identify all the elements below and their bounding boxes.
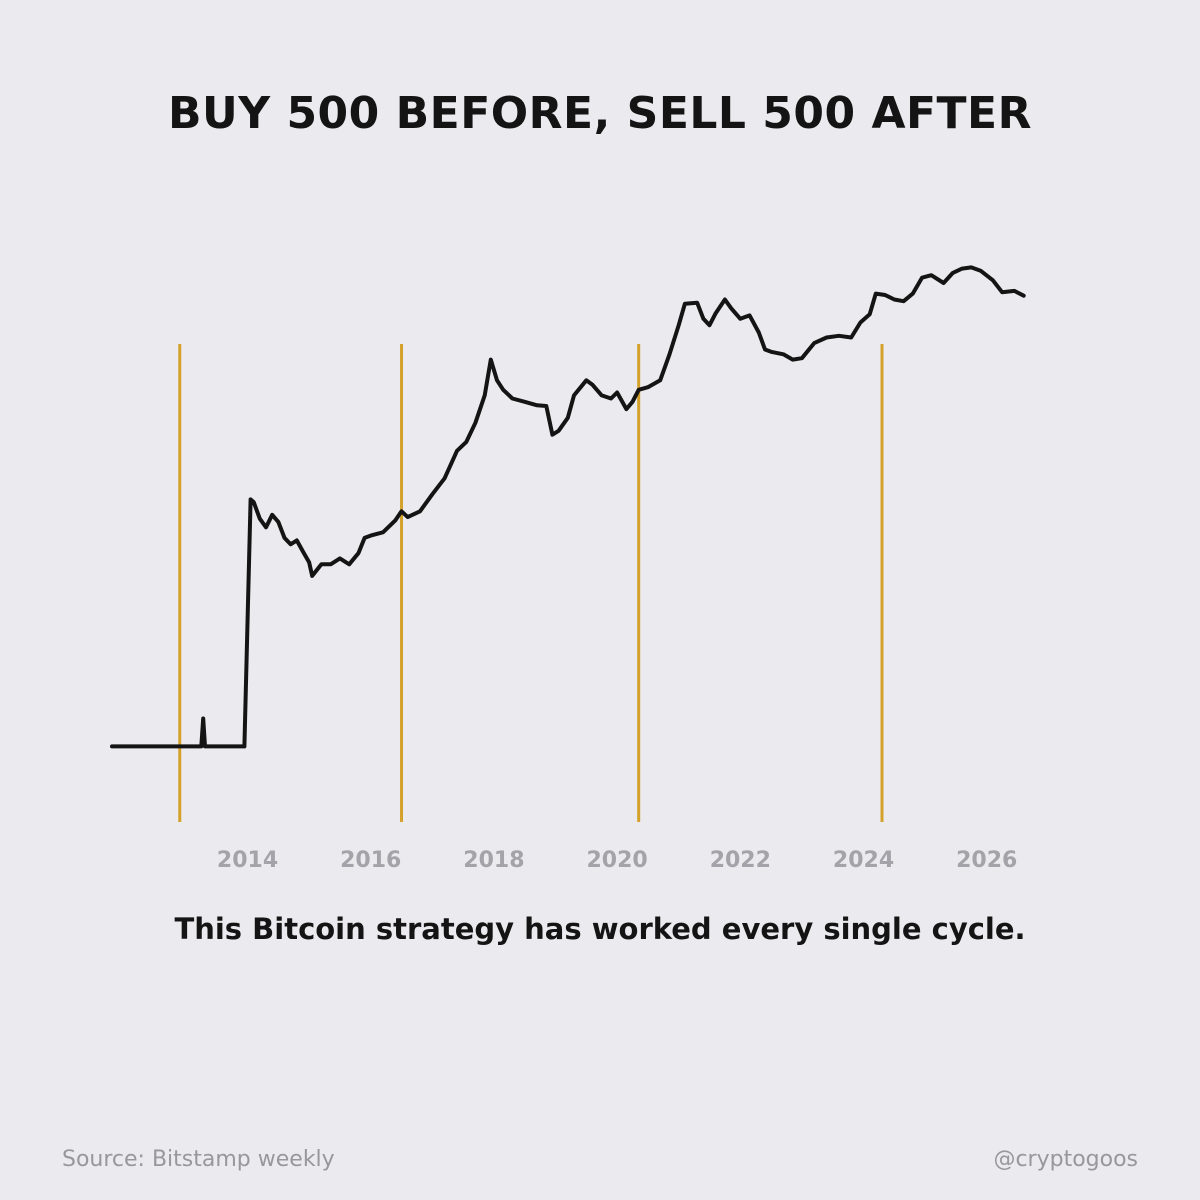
x-tick-label: 2016 (340, 848, 401, 873)
source-note: Source: Bitstamp weekly (62, 1147, 335, 1172)
x-tick-label: 2014 (217, 848, 278, 873)
chart-title: BUY 500 BEFORE, SELL 500 AFTER (168, 88, 1032, 139)
price-line (110, 265, 1026, 749)
x-tick-label: 2020 (587, 848, 648, 873)
x-tick-label: 2024 (833, 848, 894, 873)
x-axis-ticks: 2014 2016 2018 2020 2022 2024 2026 (217, 848, 1017, 873)
author-handle: @cryptogoos (993, 1147, 1138, 1172)
x-tick-label: 2018 (463, 848, 524, 873)
x-tick-label: 2026 (956, 848, 1017, 873)
chart-subtitle: This Bitcoin strategy has worked every s… (174, 912, 1026, 946)
halving-markers (178, 344, 884, 822)
x-tick-label: 2022 (710, 848, 771, 873)
